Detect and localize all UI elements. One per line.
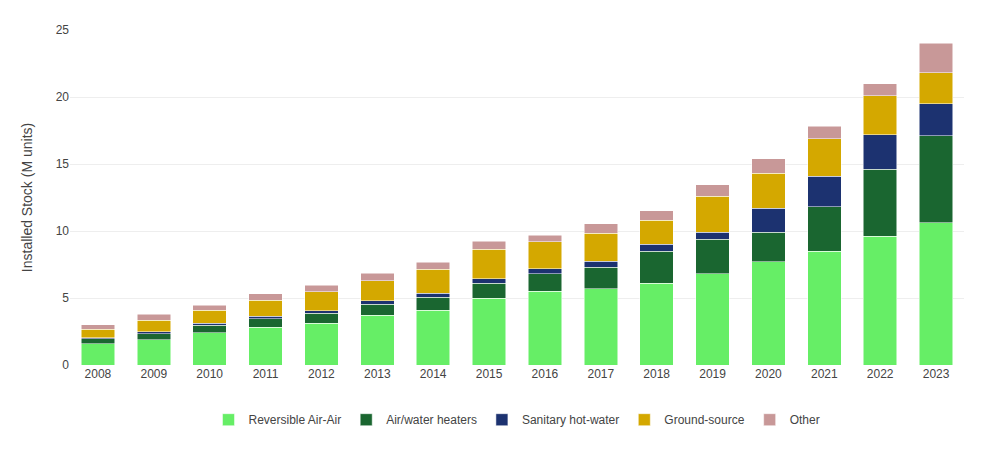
svg-text:2013: 2013 bbox=[364, 367, 391, 381]
svg-text:2008: 2008 bbox=[85, 367, 112, 381]
svg-text:10: 10 bbox=[56, 224, 70, 238]
svg-text:20: 20 bbox=[56, 90, 70, 104]
svg-text:Air/water heaters: Air/water heaters bbox=[386, 413, 477, 427]
svg-text:2016: 2016 bbox=[532, 367, 559, 381]
svg-text:2022: 2022 bbox=[867, 367, 894, 381]
svg-text:Sanitary hot-water: Sanitary hot-water bbox=[522, 413, 619, 427]
svg-text:5: 5 bbox=[62, 291, 69, 305]
svg-text:Reversible Air-Air: Reversible Air-Air bbox=[249, 413, 342, 427]
svg-text:2021: 2021 bbox=[811, 367, 838, 381]
svg-text:Ground-source: Ground-source bbox=[664, 413, 744, 427]
svg-text:2014: 2014 bbox=[420, 367, 447, 381]
svg-text:2009: 2009 bbox=[140, 367, 167, 381]
svg-text:2015: 2015 bbox=[476, 367, 503, 381]
svg-text:2012: 2012 bbox=[308, 367, 335, 381]
svg-text:25: 25 bbox=[56, 23, 70, 37]
svg-text:2020: 2020 bbox=[755, 367, 782, 381]
svg-text:15: 15 bbox=[56, 157, 70, 171]
svg-text:2023: 2023 bbox=[923, 367, 950, 381]
svg-text:2010: 2010 bbox=[196, 367, 223, 381]
svg-text:2019: 2019 bbox=[699, 367, 726, 381]
svg-text:2011: 2011 bbox=[253, 367, 279, 381]
svg-text:0: 0 bbox=[62, 358, 69, 372]
svg-text:Installed Stock (M units): Installed Stock (M units) bbox=[19, 123, 35, 272]
svg-text:2017: 2017 bbox=[587, 367, 614, 381]
svg-text:Other: Other bbox=[790, 413, 820, 427]
svg-text:2018: 2018 bbox=[643, 367, 670, 381]
